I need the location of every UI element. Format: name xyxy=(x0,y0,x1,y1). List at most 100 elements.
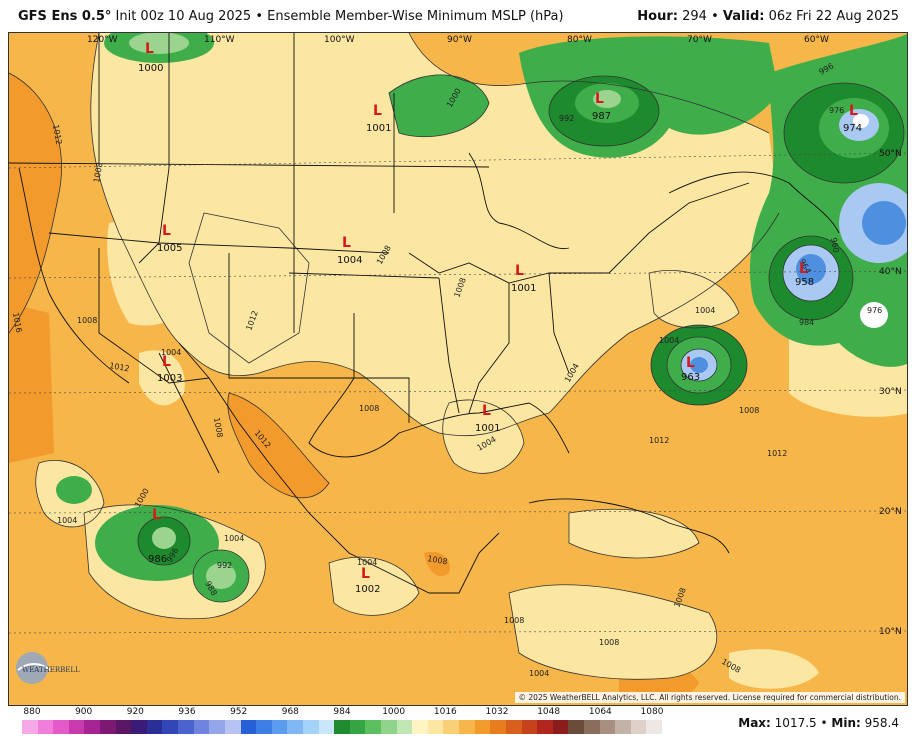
low-letter: L xyxy=(686,355,695,371)
contour-label: 1004 xyxy=(357,558,377,567)
low-marker: L 1000 xyxy=(138,41,163,74)
latitude-labels: 50°N 40°N 30°N 20°N 10°N xyxy=(879,149,902,637)
colorbar-swatch xyxy=(583,720,600,734)
low-marker: L 1003 xyxy=(157,354,182,384)
colorbar-tick-label: 1032 xyxy=(485,707,509,717)
colorbar-tick-label: 952 xyxy=(230,707,248,717)
lon-label: 80°W xyxy=(567,35,592,45)
colorbar-swatch xyxy=(53,720,69,734)
contour-label: 1008 xyxy=(504,616,524,625)
low-letter: L xyxy=(515,263,524,279)
lat-label: 20°N xyxy=(879,507,902,517)
low-letter: L xyxy=(342,235,351,251)
contour-label: 1008 xyxy=(739,406,759,415)
pressure-colorbar xyxy=(22,720,662,734)
low-letter: L xyxy=(145,41,154,57)
colorbar-swatch xyxy=(162,720,179,734)
min-label: Min: xyxy=(831,716,861,730)
colorbar-swatch xyxy=(193,720,210,734)
lon-label: 100°W xyxy=(324,35,355,45)
contour-label: 1016 xyxy=(11,312,23,334)
colorbar-swatch xyxy=(256,720,272,734)
low-value: 958 xyxy=(795,277,814,288)
weatherbell-logo: WEATHERBELL xyxy=(14,650,94,686)
map-canvas: 120°W 110°W 100°W 90°W 80°W 70°W 60°W 50… xyxy=(9,33,907,705)
lon-label: 90°W xyxy=(447,35,472,45)
low-letter: L xyxy=(162,223,171,239)
colorbar-swatch xyxy=(615,720,631,734)
colorbar-swatch xyxy=(318,720,335,734)
init-time: Init 00z 10 Aug 2025 xyxy=(115,8,252,24)
low-letter: L xyxy=(849,103,858,119)
contour-label: 992 xyxy=(559,114,574,123)
map-panel: 120°W 110°W 100°W 90°W 80°W 70°W 60°W 50… xyxy=(8,32,908,706)
low-value: 974 xyxy=(843,123,862,134)
contour-label: 1008 xyxy=(212,417,224,439)
contour-label: 960 xyxy=(829,237,841,254)
colorbar-tick-label: 936 xyxy=(178,707,196,717)
colorbar-swatch xyxy=(115,720,132,734)
lon-label: 120°W xyxy=(87,35,118,45)
colorbar-tick-label: 880 xyxy=(23,707,41,717)
min-value: 958.4 xyxy=(864,716,899,730)
separator-dot: • xyxy=(711,8,719,24)
longitude-labels: 120°W 110°W 100°W 90°W 80°W 70°W 60°W xyxy=(87,35,829,45)
header-right: Hour: 294 • Valid: 06z Fri 22 Aug 2025 xyxy=(637,9,899,24)
colorbar-swatch xyxy=(412,720,428,734)
colorbar-swatch xyxy=(349,720,366,734)
colorbar-tick-label: 1048 xyxy=(537,707,561,717)
low-marker: L 958 xyxy=(795,261,814,288)
lat-label: 40°N xyxy=(879,267,902,277)
colorbar-swatch xyxy=(459,720,475,734)
low-marker: L 986 xyxy=(148,507,167,565)
colorbar-swatch xyxy=(146,720,163,734)
colorbar-swatch xyxy=(537,720,553,734)
max-value: 1017.5 xyxy=(774,716,817,730)
colorbar-swatch xyxy=(84,720,101,734)
low-letter: L xyxy=(799,261,808,277)
low-letter: L xyxy=(162,354,171,370)
colorbar-swatch xyxy=(240,720,257,734)
colorbar-swatch xyxy=(37,720,54,734)
contour-label: 984 xyxy=(799,318,814,327)
hour-value: 294 xyxy=(682,8,707,24)
colorbar-swatch xyxy=(396,720,413,734)
isobar-contours xyxy=(9,33,905,680)
contour-label: 1012 xyxy=(51,124,63,146)
hour-label: Hour: xyxy=(637,8,678,24)
low-marker: L 974 xyxy=(843,103,862,134)
colorbar-swatch xyxy=(490,720,506,734)
colorbar-swatch xyxy=(178,720,194,734)
map-header: GFS Ens 0.5° Init 00z 10 Aug 2025 • Ense… xyxy=(0,0,913,32)
low-pressure-systems xyxy=(56,33,907,602)
lon-label: 60°W xyxy=(804,35,829,45)
contour-label: 976 xyxy=(829,106,844,115)
model-name: GFS Ens 0.5° xyxy=(18,8,112,24)
low-letter: L xyxy=(152,507,161,523)
product-name: Ensemble Member-Wise Minimum MSLP (hPa) xyxy=(267,8,564,24)
contour-label: 992 xyxy=(217,561,232,570)
colorbar-swatch xyxy=(427,720,444,734)
contour-label: 1012 xyxy=(109,361,131,373)
separator-dot: • xyxy=(820,716,828,730)
contour-label: 1012 xyxy=(649,436,669,445)
contour-label: 1008 xyxy=(359,404,379,413)
low-letter: L xyxy=(373,103,382,119)
colorbar-tick-label: 968 xyxy=(281,707,299,717)
low-value: 1001 xyxy=(475,423,500,434)
colorbar-tick-label: 1000 xyxy=(382,707,406,717)
contour-label: 1008 xyxy=(77,316,97,325)
low-marker: L 987 xyxy=(592,91,611,122)
contour-label: 1004 xyxy=(57,516,77,525)
colorbar-swatch xyxy=(599,720,616,734)
low-letter: L xyxy=(595,91,604,107)
contour-label: 1004 xyxy=(224,534,244,543)
separator-dot: • xyxy=(255,8,264,24)
colorbar-swatch xyxy=(552,720,569,734)
colorbar-tick-label: 1016 xyxy=(433,707,457,717)
contour-label: 1008 xyxy=(599,638,619,647)
colorbar-swatch xyxy=(302,720,319,734)
contour-label: 1004 xyxy=(659,336,679,345)
copyright-notice: © 2025 WeatherBELL Analytics, LLC. All r… xyxy=(514,692,905,703)
contour-label: 1012 xyxy=(767,449,787,458)
